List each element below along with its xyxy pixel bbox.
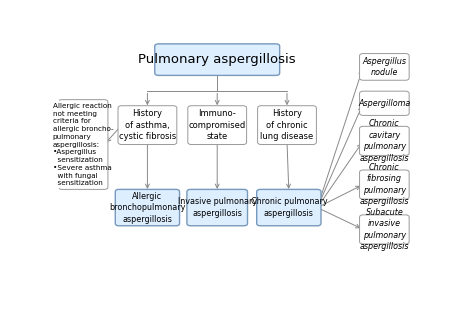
Text: Chronic pulmonary
aspergillosis: Chronic pulmonary aspergillosis [251, 198, 327, 218]
Text: Chronic
cavitary
pulmonary
aspergillosis: Chronic cavitary pulmonary aspergillosis [360, 119, 409, 163]
FancyBboxPatch shape [155, 44, 280, 75]
Text: Aspergillus
nodule: Aspergillus nodule [362, 57, 406, 77]
Text: History
of chronic
lung disease: History of chronic lung disease [260, 109, 314, 141]
FancyBboxPatch shape [58, 100, 108, 189]
Text: Invasive pulmonary
aspergillosis: Invasive pulmonary aspergillosis [178, 198, 257, 218]
FancyBboxPatch shape [360, 215, 409, 244]
Text: Subacute
invasive
pulmonary
aspergillosis: Subacute invasive pulmonary aspergillosi… [360, 208, 409, 251]
FancyBboxPatch shape [115, 189, 180, 226]
FancyBboxPatch shape [187, 189, 247, 226]
Text: Aspergilloma: Aspergilloma [358, 99, 410, 108]
FancyBboxPatch shape [360, 91, 409, 115]
Text: Immuno-
compromised
state: Immuno- compromised state [189, 109, 246, 141]
Text: History
of asthma,
cystic fibrosis: History of asthma, cystic fibrosis [119, 109, 176, 141]
FancyBboxPatch shape [258, 106, 317, 145]
FancyBboxPatch shape [118, 106, 177, 145]
Text: Pulmonary aspergillosis: Pulmonary aspergillosis [138, 53, 296, 66]
Text: Chronic
fibrosing
pulmonary
aspergillosis: Chronic fibrosing pulmonary aspergillosi… [360, 163, 409, 206]
FancyBboxPatch shape [360, 126, 409, 155]
FancyBboxPatch shape [360, 170, 409, 199]
FancyBboxPatch shape [188, 106, 246, 145]
FancyBboxPatch shape [360, 54, 409, 80]
FancyBboxPatch shape [257, 189, 321, 226]
Text: Allergic reaction
not meeting
criteria for
allergic broncho-
pulmonary
aspergill: Allergic reaction not meeting criteria f… [53, 103, 113, 186]
Text: Allergic
bronchopulmonary
aspergillosis: Allergic bronchopulmonary aspergillosis [109, 192, 186, 224]
